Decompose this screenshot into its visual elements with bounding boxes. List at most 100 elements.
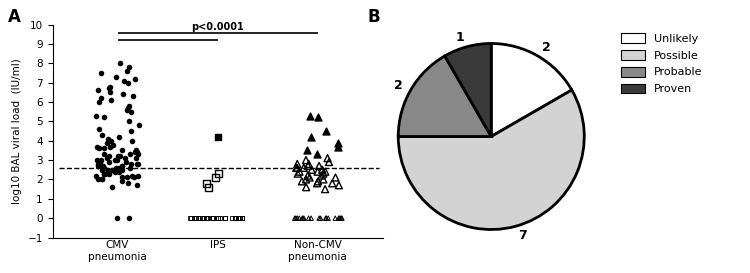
Point [313, 164, 325, 168]
Point [94, 158, 106, 162]
Point [92, 177, 104, 182]
Point [334, 216, 346, 220]
Point [98, 166, 110, 170]
Point [110, 75, 122, 79]
Point [121, 108, 133, 112]
Point [92, 88, 104, 93]
Point [131, 162, 143, 166]
Point [111, 158, 123, 162]
Point [117, 92, 129, 96]
Point [116, 164, 128, 168]
Point [124, 152, 136, 156]
Point [190, 216, 202, 220]
Point [193, 216, 205, 220]
Point [109, 170, 121, 174]
Point [92, 144, 104, 149]
Point [296, 179, 308, 183]
Point [300, 185, 312, 189]
Point [113, 135, 125, 139]
Text: 2: 2 [394, 79, 403, 92]
Point [319, 187, 331, 191]
Point [94, 96, 106, 100]
Point [124, 119, 136, 124]
Point [311, 170, 323, 174]
Point [96, 168, 108, 172]
Point [333, 183, 345, 188]
Point [121, 69, 133, 73]
Point [92, 162, 104, 166]
Point [304, 113, 316, 118]
Point [226, 216, 238, 220]
Point [302, 216, 314, 220]
Point [326, 181, 338, 185]
Point [133, 123, 145, 127]
Point [92, 164, 104, 168]
Point [132, 173, 144, 178]
Point [118, 79, 130, 83]
Point [101, 156, 113, 160]
Point [126, 138, 138, 143]
Point [210, 175, 222, 180]
Point [184, 216, 196, 220]
Point [212, 216, 224, 220]
Point [336, 216, 348, 220]
Point [303, 162, 315, 166]
Point [196, 216, 208, 220]
Point [130, 156, 142, 160]
Point [311, 181, 323, 185]
Point [105, 138, 117, 143]
Point [91, 173, 103, 178]
Wedge shape [398, 56, 491, 136]
Point [293, 170, 305, 174]
Point [102, 170, 114, 174]
Point [129, 150, 141, 155]
Point [96, 133, 108, 137]
Point [103, 160, 115, 164]
Point [236, 216, 248, 220]
Point [112, 166, 125, 170]
Point [335, 216, 347, 220]
Point [297, 216, 309, 220]
Point [116, 175, 128, 180]
Point [320, 216, 332, 220]
Point [304, 175, 316, 180]
Point [93, 100, 105, 104]
Point [96, 177, 108, 182]
Point [124, 216, 136, 220]
Point [219, 216, 231, 220]
Point [132, 162, 144, 166]
Point [312, 179, 324, 183]
Point [119, 160, 131, 164]
Point [306, 168, 318, 172]
Point [104, 86, 116, 91]
Point [104, 90, 116, 94]
Point [314, 216, 326, 220]
Text: A: A [8, 8, 20, 26]
Point [234, 216, 246, 220]
Point [229, 216, 241, 220]
Point [219, 216, 231, 220]
Point [196, 216, 208, 220]
Text: 2: 2 [542, 41, 551, 54]
Point [197, 216, 209, 220]
Point [201, 216, 213, 220]
Point [132, 152, 144, 156]
Point [300, 158, 312, 162]
Point [98, 152, 109, 156]
Point [305, 135, 317, 139]
Point [211, 135, 223, 139]
Point [125, 162, 137, 166]
Point [229, 216, 241, 220]
Point [296, 216, 308, 220]
Point [109, 158, 121, 162]
Point [291, 166, 303, 170]
Point [320, 129, 332, 133]
Wedge shape [398, 90, 584, 230]
Point [94, 71, 106, 75]
Point [112, 154, 125, 158]
Point [305, 216, 317, 220]
Point [101, 141, 113, 145]
Point [122, 181, 134, 185]
Point [128, 77, 140, 81]
Point [96, 177, 108, 182]
